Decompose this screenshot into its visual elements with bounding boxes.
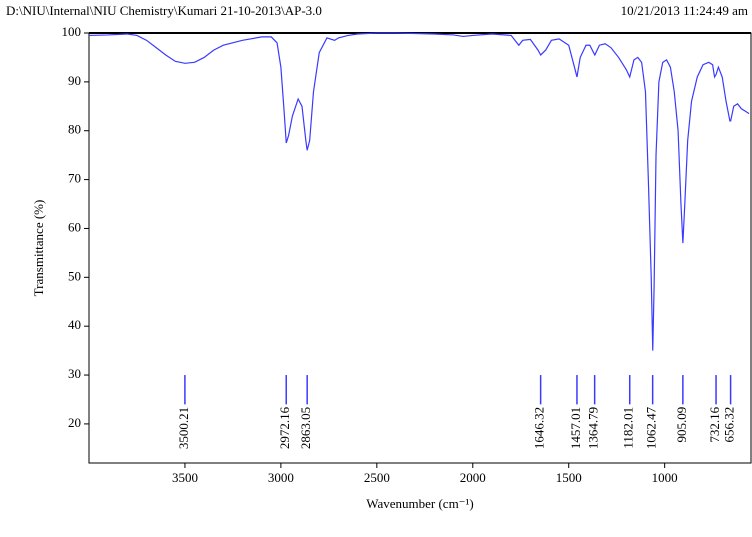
plot-frame	[88, 32, 752, 464]
y-tick-label: 80	[68, 122, 81, 137]
peak-label: 905.09	[674, 407, 689, 443]
peak-label: 1364.79	[586, 407, 601, 449]
y-tick-label: 60	[68, 219, 81, 234]
x-tick-label: 2500	[364, 470, 390, 485]
peak-label: 2863.05	[298, 407, 313, 449]
spectrum-line	[88, 32, 750, 351]
peak-label: 1062.47	[644, 406, 659, 449]
y-tick-label: 50	[68, 268, 81, 283]
peak-label: 1646.32	[532, 407, 547, 449]
peak-label: 2972.16	[277, 406, 292, 449]
y-tick-label: 100	[62, 24, 82, 39]
y-axis-label: Transmittance (%)	[31, 200, 46, 297]
peak-label: 1182.01	[621, 407, 636, 449]
y-tick-label: 20	[68, 415, 81, 430]
y-tick-label: 70	[68, 171, 81, 186]
x-tick-label: 1500	[556, 470, 582, 485]
x-axis-label: Wavenumber (cm⁻¹)	[366, 496, 474, 511]
y-tick-label: 30	[68, 366, 81, 381]
y-tick-label: 90	[68, 73, 81, 88]
file-path: D:\NIU\Internal\NIU Chemistry\Kumari 21-…	[6, 3, 322, 18]
timestamp: 10/21/2013 11:24:49 am	[621, 3, 748, 18]
peak-label: 3500.21	[176, 407, 191, 449]
peak-label: 732.16	[707, 406, 722, 442]
x-tick-label: 3500	[172, 470, 198, 485]
peak-label: 656.32	[722, 407, 737, 443]
y-tick-label: 40	[68, 317, 81, 332]
peak-label: 1457.01	[568, 407, 583, 449]
x-tick-label: 3000	[268, 470, 294, 485]
x-tick-label: 1000	[652, 470, 678, 485]
x-tick-label: 2000	[460, 470, 486, 485]
